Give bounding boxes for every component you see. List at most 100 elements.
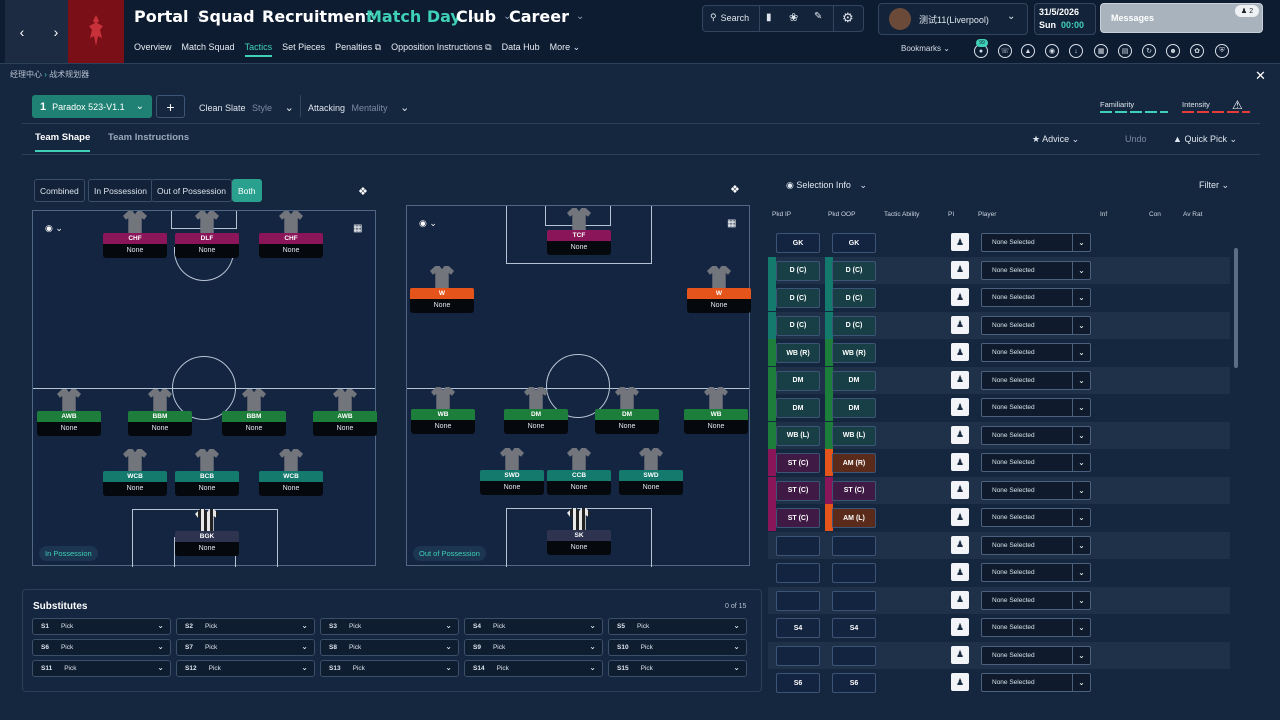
- out-of-possession-player-slot[interactable]: W None: [410, 266, 474, 313]
- player-select[interactable]: None Selected ⌄: [981, 508, 1091, 527]
- player-select[interactable]: None Selected ⌄: [981, 288, 1091, 307]
- substitute-slot-select[interactable]: S1 Pick ⌄: [32, 618, 171, 635]
- subnav-match-squad[interactable]: Match Squad: [181, 42, 235, 52]
- pkd-ip-position[interactable]: ST (C): [776, 508, 820, 528]
- substitute-slot-select[interactable]: S14 Pick ⌄: [464, 660, 603, 677]
- player-select[interactable]: None Selected ⌄: [981, 645, 1091, 665]
- selection-info-toggle[interactable]: ◉ Selection Info ⌄: [786, 180, 867, 191]
- nav-portal[interactable]: Portal ⌄: [134, 7, 204, 26]
- tab-team-shape[interactable]: Team Shape: [35, 132, 91, 152]
- pkd-ip-position[interactable]: D (C): [776, 260, 820, 281]
- substitute-slot-select[interactable]: S12 Pick ⌄: [176, 660, 315, 677]
- breadcrumb-root[interactable]: 经理中心: [10, 70, 42, 79]
- formation-tool-icon[interactable]: ❖: [730, 184, 740, 196]
- pkd-oop-position[interactable]: [832, 563, 876, 583]
- in-possession-player-slot[interactable]: BBM None: [222, 389, 286, 436]
- phase-in-possession-button[interactable]: In Possession: [88, 179, 153, 202]
- table-row[interactable]: ST (C) AM (L) ♟ None Selected ⌄: [768, 504, 1230, 531]
- visibility-toggle[interactable]: ◉ ⌄: [45, 223, 63, 233]
- table-row[interactable]: WB (L) WB (L) ♟ None Selected ⌄: [768, 421, 1230, 449]
- substitute-slot-select[interactable]: S10 Pick ⌄: [608, 639, 747, 656]
- column-header-pi[interactable]: PI: [948, 211, 955, 218]
- column-header-pkd-ip[interactable]: Pkd IP: [772, 211, 792, 218]
- visibility-toggle[interactable]: ◉ ⌄: [419, 218, 437, 228]
- table-row[interactable]: S6 S6 ♟ None Selected ⌄: [768, 669, 1230, 696]
- pkd-ip-position[interactable]: WB (R): [776, 343, 820, 363]
- player-select[interactable]: None Selected ⌄: [981, 260, 1091, 280]
- pkd-oop-position[interactable]: S4: [832, 618, 876, 638]
- pkd-oop-position[interactable]: WB (R): [832, 343, 876, 363]
- pkd-ip-position[interactable]: [776, 645, 820, 666]
- player-select[interactable]: None Selected ⌄: [981, 618, 1091, 637]
- pkd-ip-position[interactable]: [776, 590, 820, 611]
- substitute-slot-select[interactable]: S9 Pick ⌄: [464, 639, 603, 656]
- table-row[interactable]: D (C) D (C) ♟ None Selected ⌄: [768, 311, 1230, 339]
- shield-icon[interactable]: ⛨: [1215, 44, 1229, 58]
- phase-out-of-possession-button[interactable]: Out of Possession: [151, 179, 232, 202]
- brain-icon[interactable]: ❀: [789, 12, 799, 24]
- table-row[interactable]: ♟ None Selected ⌄: [768, 531, 1230, 559]
- pkd-ip-position[interactable]: [776, 535, 820, 556]
- undo-button[interactable]: Undo: [1125, 134, 1147, 144]
- substitute-slot-select[interactable]: S13 Pick ⌄: [320, 660, 459, 677]
- subnav-overview[interactable]: Overview: [134, 42, 172, 52]
- person-icon[interactable]: ♟: [951, 343, 969, 361]
- pkd-ip-position[interactable]: GK: [776, 233, 820, 253]
- out-of-possession-player-slot[interactable]: SWD None: [619, 448, 683, 495]
- substitute-slot-select[interactable]: S7 Pick ⌄: [176, 639, 315, 656]
- substitute-slot-select[interactable]: S6 Pick ⌄: [32, 639, 171, 656]
- add-tactic-button[interactable]: +: [156, 95, 185, 118]
- pkd-ip-position[interactable]: ST (C): [776, 480, 820, 501]
- pkd-ip-position[interactable]: DM: [776, 370, 820, 391]
- person-icon[interactable]: ♟: [951, 425, 969, 444]
- filter-button[interactable]: Filter ⌄: [1199, 180, 1230, 190]
- person-icon[interactable]: ♟: [951, 618, 969, 636]
- table-row[interactable]: WB (R) WB (R) ♟ None Selected ⌄: [768, 339, 1230, 366]
- bookmark-icon[interactable]: ▮: [766, 12, 772, 23]
- formation-tool-icon[interactable]: ❖: [358, 186, 368, 198]
- table-row[interactable]: ♟ None Selected ⌄: [768, 559, 1230, 586]
- pkd-oop-position[interactable]: [832, 590, 876, 611]
- pkd-oop-position[interactable]: GK: [832, 233, 876, 253]
- column-header-av-rat[interactable]: Av Rat: [1183, 211, 1203, 218]
- in-possession-player-slot[interactable]: BGK None: [175, 509, 239, 556]
- person-icon[interactable]: ♟: [951, 645, 969, 664]
- out-of-possession-player-slot[interactable]: DM None: [504, 387, 568, 434]
- pkd-ip-position[interactable]: DM: [776, 398, 820, 418]
- in-possession-player-slot[interactable]: DLF None: [175, 211, 239, 258]
- out-of-possession-player-slot[interactable]: SWD None: [480, 448, 544, 495]
- out-of-possession-player-slot[interactable]: SK None: [547, 508, 611, 555]
- pkd-ip-position[interactable]: WB (L): [776, 425, 820, 446]
- person-icon[interactable]: ♟: [951, 535, 969, 554]
- in-possession-player-slot[interactable]: BCB None: [175, 449, 239, 496]
- in-possession-player-slot[interactable]: WCB None: [259, 449, 323, 496]
- player-select[interactable]: None Selected ⌄: [981, 673, 1091, 692]
- table-row[interactable]: ♟ None Selected ⌄: [768, 586, 1230, 614]
- out-of-possession-player-slot[interactable]: DM None: [595, 387, 659, 434]
- substitute-slot-select[interactable]: S4 Pick ⌄: [464, 618, 603, 635]
- out-of-possession-player-slot[interactable]: CCB None: [547, 448, 611, 495]
- tactic-selector[interactable]: 1 Paradox 523-V1.1 ⌄: [32, 95, 152, 118]
- person-icon[interactable]: ♟: [951, 453, 969, 471]
- subnav-penalties[interactable]: Penalties ⧉: [335, 42, 381, 57]
- pkd-oop-position[interactable]: ST (C): [832, 480, 876, 501]
- nav-career[interactable]: Career ⌄: [509, 7, 585, 26]
- player-select[interactable]: None Selected ⌄: [981, 563, 1091, 582]
- nav-club[interactable]: Club ⌄: [456, 7, 512, 26]
- in-possession-player-slot[interactable]: AWB None: [313, 389, 377, 436]
- pkd-oop-position[interactable]: WB (L): [832, 425, 876, 446]
- mentality-dropdown[interactable]: Attacking Mentality ⌄: [308, 101, 409, 114]
- advice-button[interactable]: ★ Advice ⌄: [1032, 134, 1080, 144]
- bookmarks-dropdown[interactable]: Bookmarks ⌄: [901, 44, 950, 53]
- person-icon[interactable]: ♟: [951, 260, 969, 279]
- column-header-player[interactable]: Player: [978, 211, 997, 218]
- pkd-ip-position[interactable]: D (C): [776, 315, 820, 336]
- person-icon[interactable]: ♟: [951, 315, 969, 334]
- column-header-con[interactable]: Con: [1149, 211, 1161, 218]
- substitute-slot-select[interactable]: S2 Pick ⌄: [176, 618, 315, 635]
- pkd-oop-position[interactable]: AM (L): [832, 508, 876, 528]
- substitute-slot-select[interactable]: S11 Pick ⌄: [32, 660, 171, 677]
- pkd-oop-position[interactable]: D (C): [832, 260, 876, 281]
- subnav-tactics[interactable]: Tactics: [244, 42, 273, 57]
- column-header-pkd-oop[interactable]: Pkd OOP: [828, 211, 856, 218]
